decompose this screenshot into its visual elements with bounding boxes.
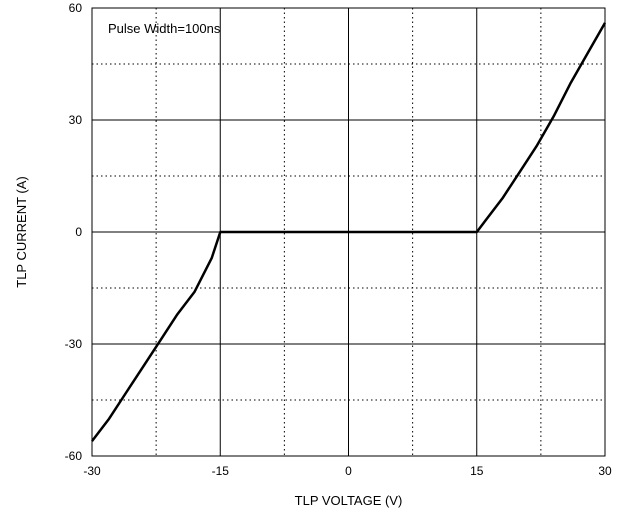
plot-frame xyxy=(91,7,606,457)
pulse-width-annotation: Pulse Width=100ns xyxy=(108,21,221,36)
y-tick-label: 60 xyxy=(69,1,83,15)
x-tick-labels: -30 -15 0 15 30 xyxy=(83,464,612,478)
x-axis-label: TLP VOLTAGE (V) xyxy=(295,493,403,508)
y-tick-label: 30 xyxy=(69,113,83,127)
iv-curve-line xyxy=(91,22,607,442)
x-tick-label: 15 xyxy=(470,464,484,478)
y-tick-label: 0 xyxy=(75,225,82,239)
x-tick-label: 30 xyxy=(598,464,612,478)
x-tick-label: -15 xyxy=(212,464,230,478)
y-tick-labels: -60 -30 0 30 60 xyxy=(65,1,83,463)
y-tick-label: -60 xyxy=(65,449,83,463)
x-tick-label: -30 xyxy=(83,464,101,478)
y-axis-label: TLP CURRENT (A) xyxy=(14,176,29,287)
x-tick-label: 0 xyxy=(345,464,352,478)
series-layer xyxy=(91,22,607,442)
y-tick-label: -30 xyxy=(65,337,83,351)
